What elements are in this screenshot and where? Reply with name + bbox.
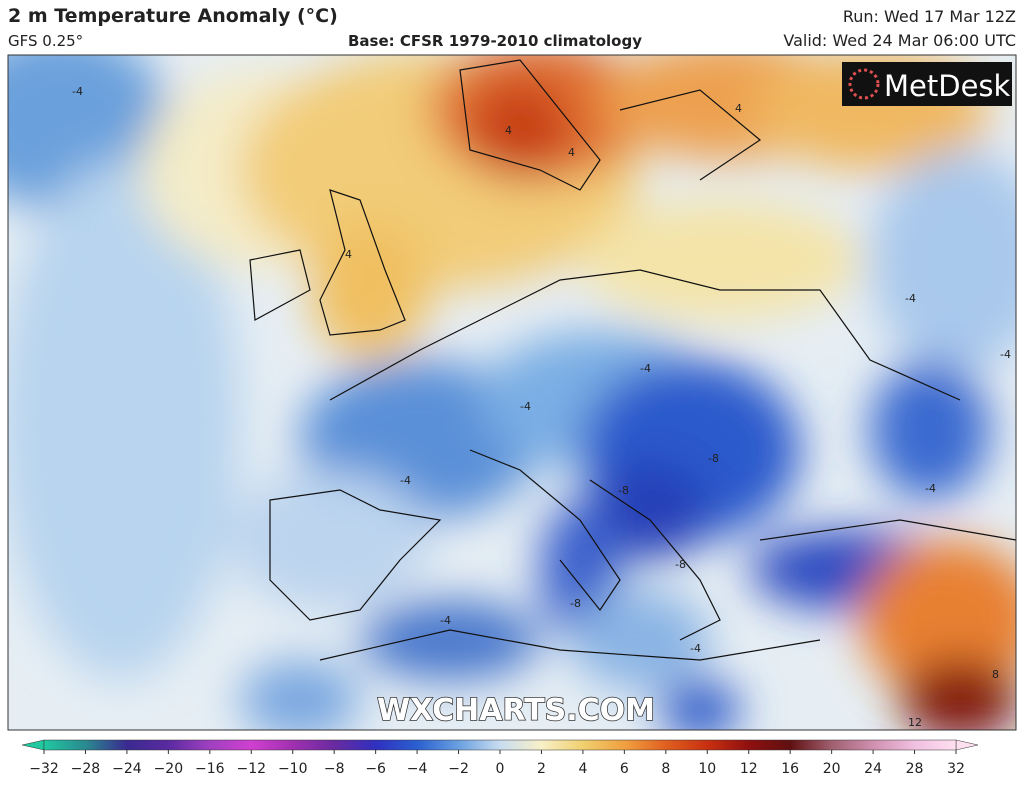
contour-label: -8: [570, 597, 581, 610]
contour-label: -4: [905, 292, 916, 305]
contour-label: -4: [520, 400, 531, 413]
colorbar: −32 −28 −24 −20 −16 −12 −10 −8 −6 −4 −2 0 2 4 6 8 10 12 16…: [21, 739, 979, 777]
map: -4 -4 -4 -4 -4 -8 -8 -8 -8 -4 4 4 4 4 -4…: [8, 55, 1016, 730]
colorbar-tick-label: −4: [407, 761, 428, 777]
colorbar-tick-label: −8: [324, 761, 345, 777]
colorbar-tick-label: 12: [740, 761, 758, 777]
colorbar-tick-label: −2: [448, 761, 469, 777]
contour-label: 4: [345, 248, 352, 261]
colorbar-tick-label: 2: [537, 761, 546, 777]
colorbar-end: [955, 739, 979, 751]
colorbar-tick-label: −16: [195, 761, 225, 777]
base: Base: CFSR 1979-2010 climatology: [348, 32, 642, 50]
contour-label: -4: [1000, 348, 1011, 361]
watermark: WXCHARTS.COM: [377, 693, 655, 728]
colorbar-tick-label: 8: [661, 761, 670, 777]
map-frame: [7, 54, 1017, 731]
contour-label: 4: [735, 102, 742, 115]
colorbar-tick-label: 10: [698, 761, 716, 777]
colorbar-tick-label: 20: [823, 761, 841, 777]
model: GFS 0.25°: [8, 32, 83, 50]
colorbar-end: [21, 739, 45, 751]
contour-label: 12: [908, 716, 922, 729]
colorbar-tick-label: −24: [112, 761, 142, 777]
colorbar-tick-label: 28: [906, 761, 924, 777]
logo-box: [842, 62, 1012, 106]
contour-label: -8: [618, 484, 629, 497]
colorbar-tick-label: −28: [71, 761, 101, 777]
run: Run: Wed 17 Mar 12Z: [843, 7, 1016, 26]
contour-label: -4: [400, 474, 411, 487]
colorbar-tick-label: −32: [29, 761, 59, 777]
colorbar-tick-label: −20: [154, 761, 184, 777]
contour-label: 8: [992, 668, 999, 681]
contour-label: -8: [675, 558, 686, 571]
title: 2 m Temperature Anomaly (°C): [8, 5, 338, 27]
colorbar-tick-label: −12: [236, 761, 266, 777]
colorbar-tick-label: 24: [864, 761, 882, 777]
contour-label: -4: [640, 362, 651, 375]
contour-label: 4: [568, 146, 575, 159]
colorbar-tick-label: 4: [578, 761, 587, 777]
contour-label: -4: [440, 614, 451, 627]
valid: Valid: Wed 24 Mar 06:00 UTC: [783, 31, 1016, 50]
contour-label: -4: [690, 642, 701, 655]
colorbar-tick-label: 32: [947, 761, 965, 777]
colorbar-tick-label: −10: [278, 761, 308, 777]
colorbar-tick-label: −6: [365, 761, 386, 777]
contour-label: -4: [72, 85, 83, 98]
contour-label: -8: [708, 452, 719, 465]
colorbar-tick-label: 6: [620, 761, 629, 777]
colorbar-tick-label: 0: [496, 761, 505, 777]
colorbar-bar: [43, 739, 957, 751]
contour-label: -4: [925, 482, 936, 495]
contour-label: 4: [505, 124, 512, 137]
colorbar-tick-label: 16: [781, 761, 799, 777]
logo: MetDesk: [884, 69, 1011, 103]
